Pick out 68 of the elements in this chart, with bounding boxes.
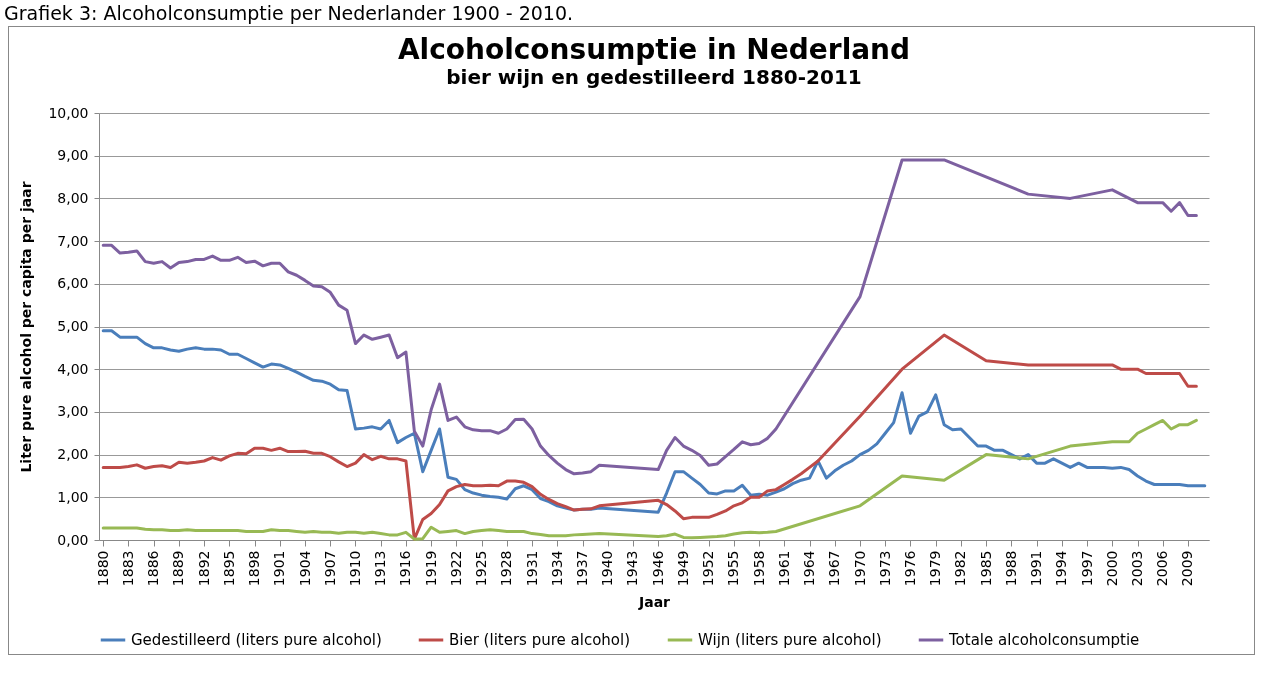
x-tick-label: 1913 bbox=[372, 550, 389, 587]
x-tick-label: 1946 bbox=[649, 550, 666, 587]
line-series bbox=[101, 158, 1198, 476]
x-tick-label: 1991 bbox=[1028, 550, 1045, 587]
x-tick-label: 1901 bbox=[271, 550, 288, 587]
y-tick-label: 7,00 bbox=[57, 232, 89, 249]
y-tick-label: 9,00 bbox=[57, 147, 89, 164]
x-tick-label: 1886 bbox=[145, 550, 162, 587]
y-tick-label: 10,00 bbox=[48, 104, 89, 121]
x-tick-label: 1982 bbox=[952, 550, 969, 587]
x-tick-label: 1934 bbox=[548, 550, 565, 587]
x-tick-label: 1880 bbox=[94, 550, 111, 587]
x-tick-label: 1997 bbox=[1078, 550, 1095, 587]
x-tick-label: 1910 bbox=[346, 550, 363, 587]
x-tick-label: 1958 bbox=[750, 550, 767, 587]
legend-label: Totale alcoholconsumptie bbox=[948, 631, 1140, 649]
y-tick-label: 2,00 bbox=[57, 446, 89, 463]
y-axis-title: Liter pure alcohol per capita per jaar bbox=[18, 181, 35, 473]
x-tick-label: 1928 bbox=[498, 550, 515, 587]
y-tick-label: 4,00 bbox=[57, 360, 89, 377]
x-axis-title: Jaar bbox=[637, 594, 671, 611]
y-tick-label: 5,00 bbox=[57, 318, 89, 334]
x-tick-label: 1904 bbox=[296, 550, 313, 587]
x-tick-label: 1895 bbox=[220, 550, 237, 587]
y-tick-label: 0,00 bbox=[57, 531, 89, 548]
x-tick-label: 1883 bbox=[119, 550, 136, 587]
legend-label: Bier (liters pure alcohol) bbox=[449, 631, 631, 649]
y-tick-label: 6,00 bbox=[57, 275, 89, 292]
x-tick-label: 1952 bbox=[700, 550, 717, 587]
x-tick-label: 1922 bbox=[447, 550, 464, 587]
x-tick-label: 1919 bbox=[422, 550, 439, 587]
x-tick-label: 1985 bbox=[977, 550, 994, 587]
chart-subtitle: bier wijn en gedestilleerd 1880-2011 bbox=[446, 65, 862, 89]
x-tick-label: 1979 bbox=[927, 550, 944, 587]
line-series bbox=[101, 333, 1198, 541]
x-tick-label: 2006 bbox=[1154, 550, 1171, 587]
line-series bbox=[101, 418, 1198, 541]
x-tick-label: 1967 bbox=[826, 550, 843, 587]
y-tick-label: 8,00 bbox=[57, 189, 89, 206]
line-series bbox=[101, 329, 1207, 514]
x-tick-label: 2000 bbox=[1103, 550, 1120, 587]
x-tick-label: 1940 bbox=[599, 550, 616, 587]
x-tick-label: 2009 bbox=[1179, 550, 1196, 587]
x-tick-label: 1943 bbox=[624, 550, 641, 587]
x-tick-label: 1925 bbox=[473, 550, 490, 587]
x-tick-label: 1892 bbox=[195, 550, 212, 587]
x-tick-label: 1907 bbox=[321, 550, 338, 587]
x-tick-label: 1949 bbox=[674, 550, 691, 587]
x-tick-label: 1889 bbox=[170, 550, 187, 587]
x-tick-label: 1970 bbox=[851, 550, 868, 587]
text: Grafiek 3: Alcoholconsumptie per Nederlander 1900 - 2010. bbox=[3, 1, 575, 26]
legend-label: Gedestilleerd (liters pure alcohol) bbox=[131, 631, 382, 649]
y-tick-label: 3,00 bbox=[57, 403, 89, 420]
x-tick-label: 1955 bbox=[725, 550, 742, 587]
y-tick-label: 1,00 bbox=[57, 488, 89, 505]
x-tick-label: 1937 bbox=[574, 550, 591, 587]
chart-title: Alcoholconsumptie in Nederland bbox=[397, 33, 911, 66]
x-tick-label: 1898 bbox=[246, 550, 263, 587]
x-tick-label: 1916 bbox=[397, 550, 414, 587]
x-tick-label: 1964 bbox=[801, 550, 818, 587]
x-tick-label: 1931 bbox=[523, 550, 540, 587]
x-tick-label: 1973 bbox=[876, 550, 893, 587]
x-tick-label: 1961 bbox=[775, 550, 792, 587]
legend-label: Wijn (liters pure alcohol) bbox=[698, 631, 882, 649]
x-tick-label: 1994 bbox=[1053, 550, 1070, 587]
x-tick-label: 2003 bbox=[1129, 550, 1146, 587]
x-tick-label: 1988 bbox=[1002, 550, 1019, 587]
x-tick-label: 1976 bbox=[901, 550, 918, 587]
